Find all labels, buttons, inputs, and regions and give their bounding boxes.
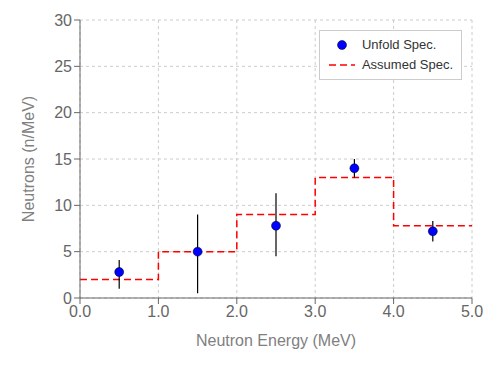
svg-text:20: 20 xyxy=(54,104,72,121)
svg-text:0.0: 0.0 xyxy=(69,303,91,320)
svg-text:Neutron Energy (MeV): Neutron Energy (MeV) xyxy=(196,332,356,349)
svg-text:5.0: 5.0 xyxy=(461,303,483,320)
svg-text:0: 0 xyxy=(63,290,72,307)
svg-text:Neutrons (n/MeV): Neutrons (n/MeV) xyxy=(20,96,37,222)
html-text:Assumed Spec.: Assumed Spec. xyxy=(362,57,453,72)
svg-text:25: 25 xyxy=(54,58,72,75)
svg-text:5: 5 xyxy=(63,243,72,260)
svg-text:4.0: 4.0 xyxy=(382,303,404,320)
svg-text:2.0: 2.0 xyxy=(226,303,248,320)
svg-text:30: 30 xyxy=(54,12,72,29)
svg-text:1.0: 1.0 xyxy=(147,303,169,320)
svg-text:10: 10 xyxy=(54,197,72,214)
svg-text:3.0: 3.0 xyxy=(304,303,326,320)
svg-text:15: 15 xyxy=(54,151,72,168)
html-text:Unfold Spec.: Unfold Spec. xyxy=(362,37,437,52)
